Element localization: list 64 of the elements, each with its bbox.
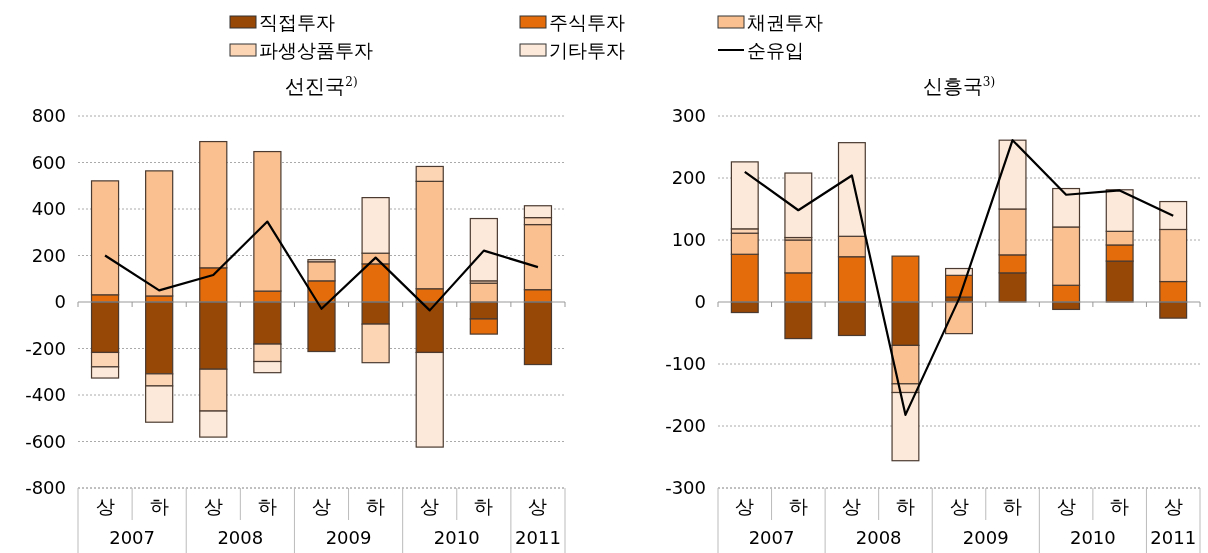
legend-label: 파생상품투자 (259, 38, 373, 61)
text: 2007 (109, 527, 156, 549)
y-tick-label: 600 (31, 151, 66, 173)
text: 2011 (515, 527, 561, 549)
bar (784, 172, 813, 239)
x-tick-label: 하 (788, 494, 808, 517)
text: 2007 (748, 527, 795, 549)
text: 2009 (962, 527, 1009, 549)
bar (523, 301, 553, 366)
x-tick-label: 상 (312, 494, 331, 517)
bar (145, 170, 174, 297)
y-tick-label: -400 (25, 384, 66, 406)
legend-label: 주식투자 (549, 10, 625, 33)
x-tick-label: 하 (257, 494, 277, 517)
x-tick-label: 하 (1003, 494, 1023, 517)
x-tick-label: 하 (149, 494, 169, 517)
x-tick-label: 하 (474, 494, 494, 517)
y-tick-label: 800 (31, 105, 66, 127)
x-tick-label: 상 (528, 494, 548, 517)
y-tick-label: -100 (665, 353, 706, 375)
x-tick-label: 상 (420, 494, 440, 517)
text: 2010 (433, 527, 480, 549)
y-tick-label: -200 (25, 337, 66, 359)
y-tick-label: 200 (671, 167, 706, 189)
line-series (743, 139, 1175, 416)
y-tick-label: 300 (671, 105, 706, 127)
x-tick-label: 상 (949, 494, 969, 517)
text: 2009 (325, 527, 372, 549)
x-tick-label: 상 (1056, 494, 1076, 517)
x-tick-label: 하 (366, 494, 386, 517)
bar (784, 301, 813, 340)
y-tick-label: 0 (54, 291, 66, 313)
bar (837, 301, 866, 337)
bar (469, 217, 498, 282)
text: 2008 (217, 527, 264, 549)
legend-label: 직접투자 (259, 10, 335, 33)
line-series (103, 220, 540, 312)
chart-title: 신흥국$^{3)}$ (922, 74, 996, 98)
text: 2008 (855, 527, 902, 549)
x-tick-label: 하 (895, 494, 915, 517)
x-tick-label: 상 (735, 494, 755, 517)
text: 2011 (1150, 527, 1197, 549)
bar (307, 301, 336, 353)
y-tick-label: -200 (665, 415, 706, 437)
y-tick-label: -800 (25, 477, 66, 499)
bar (730, 161, 759, 230)
x-tick-label: 상 (203, 494, 223, 517)
chart-title: 선진국$^{2)}$ (285, 74, 358, 98)
y-tick-label: -300 (665, 477, 706, 499)
text: 2010 (1069, 527, 1116, 549)
legend-label: 기타투자 (549, 38, 625, 61)
x-tick-label: 상 (95, 494, 115, 517)
y-tick-label: 400 (31, 198, 66, 220)
y-tick-label: 0 (694, 291, 706, 313)
bar (1159, 301, 1188, 319)
y-tick-label: 100 (671, 229, 706, 251)
x-tick-label: 하 (1110, 494, 1130, 517)
x-tick-label: 상 (842, 494, 862, 517)
bar (891, 255, 920, 303)
y-tick-label: -600 (25, 430, 66, 452)
y-tick-label: 200 (31, 244, 66, 266)
legend-label: 순유입 (747, 38, 804, 61)
x-tick-label: 상 (1163, 494, 1183, 517)
legend-label: 채권투자 (747, 10, 823, 33)
